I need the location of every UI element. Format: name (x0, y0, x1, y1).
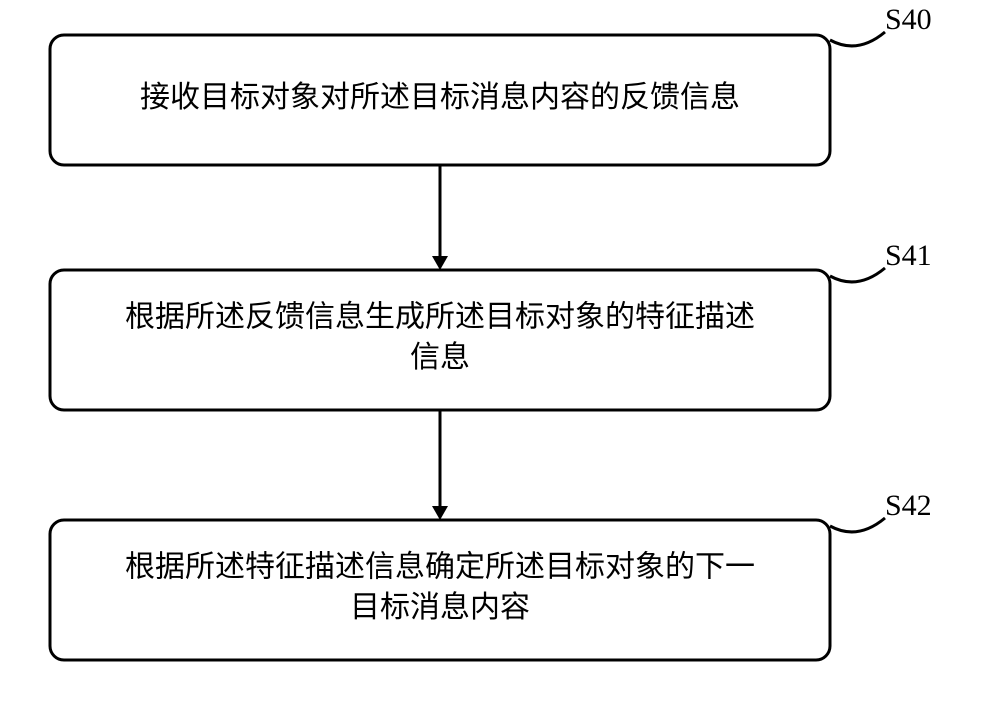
flow-node-text: 接收目标对象对所述目标消息内容的反馈信息 (140, 81, 740, 114)
flow-node (50, 270, 830, 410)
arrowhead-icon (432, 506, 448, 520)
flow-node-text: 信息 (410, 341, 470, 374)
label-connector (830, 32, 885, 46)
arrowhead-icon (432, 256, 448, 270)
step-label: S42 (885, 489, 932, 522)
label-connector (830, 518, 885, 532)
flow-node-text: 根据所述特征描述信息确定所述目标对象的下一 (125, 551, 755, 584)
flow-node (50, 520, 830, 660)
flow-node-text: 目标消息内容 (350, 591, 530, 624)
step-label: S40 (885, 3, 932, 36)
flow-node-text: 根据所述反馈信息生成所述目标对象的特征描述 (125, 301, 755, 334)
label-connector (830, 268, 885, 282)
step-label: S41 (885, 239, 932, 272)
